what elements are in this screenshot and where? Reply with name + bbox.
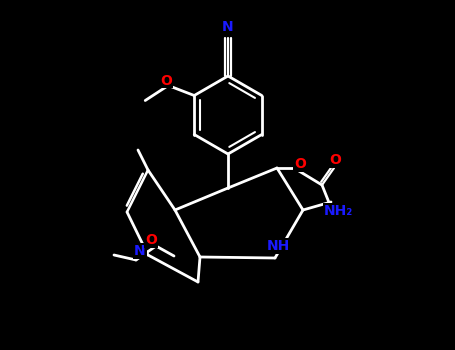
Text: NH₂: NH₂ bbox=[324, 204, 353, 218]
Text: O: O bbox=[329, 153, 341, 167]
Text: O: O bbox=[145, 233, 157, 247]
Text: N: N bbox=[222, 20, 234, 34]
Text: O: O bbox=[160, 74, 172, 88]
Text: N: N bbox=[134, 244, 146, 258]
Text: NH: NH bbox=[266, 239, 290, 253]
Text: O: O bbox=[294, 157, 306, 171]
